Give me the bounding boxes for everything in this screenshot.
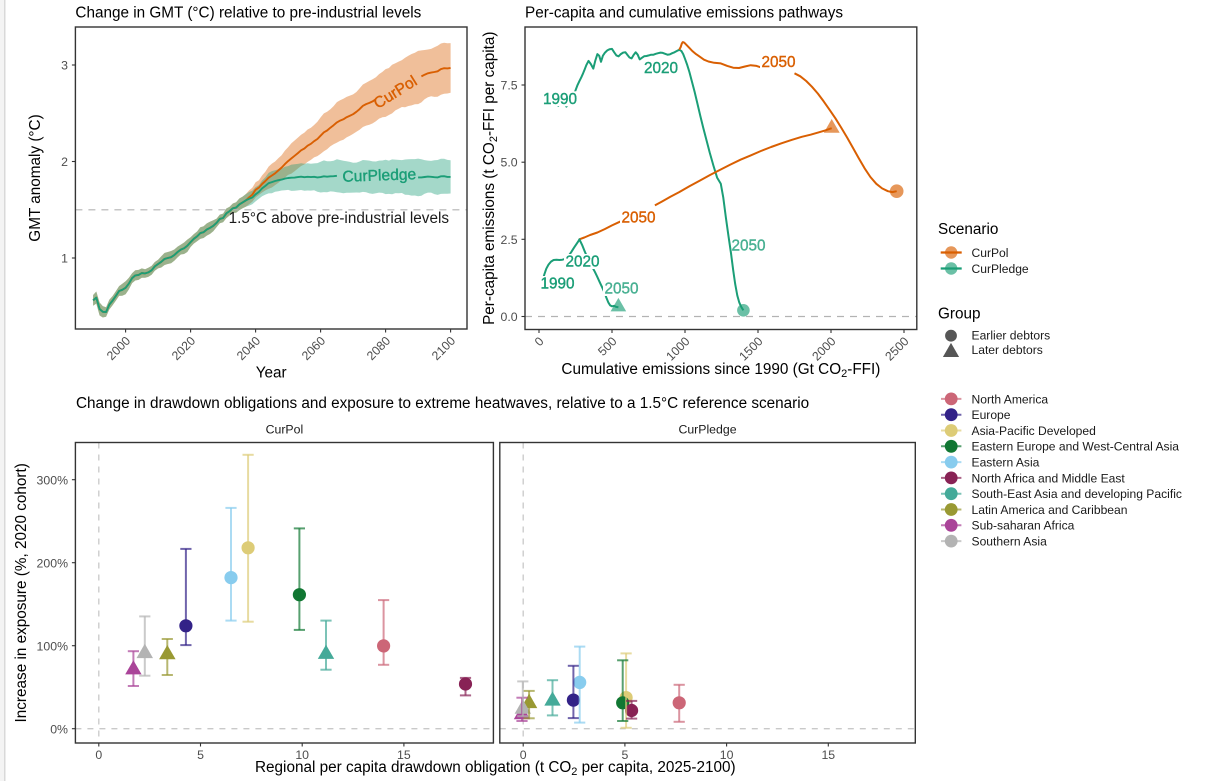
svg-text:0: 0 <box>520 748 527 762</box>
svg-text:Earlier debtors: Earlier debtors <box>972 329 1051 343</box>
svg-text:0.0: 0.0 <box>500 310 517 324</box>
svg-text:Eastern Asia: Eastern Asia <box>972 456 1040 470</box>
svg-text:2020: 2020 <box>644 60 678 77</box>
svg-text:7.5: 7.5 <box>500 79 517 93</box>
svg-text:2050: 2050 <box>732 238 766 255</box>
svg-text:Eastern Europe and West-Centra: Eastern Europe and West-Central Asia <box>972 440 1180 454</box>
svg-text:2050: 2050 <box>604 281 638 298</box>
svg-text:Per-capita emissions (t CO2-FF: Per-capita emissions (t CO2-FFI per capi… <box>481 31 500 324</box>
svg-text:Change in GMT (°C) relative to: Change in GMT (°C) relative to pre-indus… <box>75 5 421 22</box>
svg-text:CurPol: CurPol <box>266 423 304 437</box>
svg-text:2050: 2050 <box>621 210 655 227</box>
svg-text:1: 1 <box>61 252 68 266</box>
svg-text:Regional per capita drawdown o: Regional per capita drawdown obligation … <box>255 759 736 778</box>
svg-text:10: 10 <box>295 748 309 762</box>
svg-text:15: 15 <box>821 748 835 762</box>
svg-text:Asia-Pacific Developed: Asia-Pacific Developed <box>972 424 1096 438</box>
svg-text:5: 5 <box>197 748 204 762</box>
svg-text:Southern Asia: Southern Asia <box>972 535 1048 549</box>
svg-text:Europe: Europe <box>972 408 1011 422</box>
svg-text:2050: 2050 <box>761 54 795 71</box>
svg-text:Cumulative emissions since 199: Cumulative emissions since 1990 (Gt CO2-… <box>561 361 880 380</box>
svg-text:Latin America and Caribbean: Latin America and Caribbean <box>972 503 1128 517</box>
svg-text:Increase in exposure (%, 2020: Increase in exposure (%, 2020 cohort) <box>13 463 30 722</box>
svg-text:10: 10 <box>720 748 734 762</box>
svg-text:CurPledge: CurPledge <box>342 166 416 186</box>
svg-text:CurPol: CurPol <box>972 246 1009 260</box>
svg-text:Change in drawdown obligations: Change in drawdown obligations and expos… <box>76 395 809 412</box>
svg-text:1990: 1990 <box>543 91 577 108</box>
svg-text:Sub-saharan Africa: Sub-saharan Africa <box>972 519 1075 533</box>
svg-text:Per-capita and cumulative emis: Per-capita and cumulative emissions path… <box>525 5 843 22</box>
svg-text:5.0: 5.0 <box>500 156 517 170</box>
svg-text:15: 15 <box>397 748 411 762</box>
svg-text:2.5: 2.5 <box>500 233 517 247</box>
svg-text:North Africa and Middle East: North Africa and Middle East <box>972 471 1126 485</box>
svg-text:100%: 100% <box>37 639 69 653</box>
svg-text:0%: 0% <box>50 722 68 736</box>
svg-text:300%: 300% <box>37 473 69 487</box>
svg-text:1990: 1990 <box>540 276 574 293</box>
svg-text:CurPledge: CurPledge <box>678 423 736 437</box>
svg-text:Group: Group <box>938 306 981 323</box>
svg-text:CurPledge: CurPledge <box>972 262 1029 276</box>
svg-text:2: 2 <box>61 155 68 169</box>
svg-text:Year: Year <box>256 365 287 382</box>
svg-text:0: 0 <box>95 748 102 762</box>
svg-text:South-East Asia and developing: South-East Asia and developing Pacific <box>972 487 1182 501</box>
svg-text:North America: North America <box>972 392 1049 406</box>
svg-text:GMT anomaly (°C): GMT anomaly (°C) <box>27 114 44 241</box>
svg-text:Scenario: Scenario <box>938 221 998 238</box>
svg-text:5: 5 <box>621 748 628 762</box>
svg-text:3: 3 <box>61 59 68 73</box>
svg-text:Later debtors: Later debtors <box>972 343 1043 357</box>
svg-text:2020: 2020 <box>565 254 599 271</box>
svg-text:200%: 200% <box>37 556 69 570</box>
svg-text:1.5°C above pre-industrial lev: 1.5°C above pre-industrial levels <box>229 210 450 227</box>
